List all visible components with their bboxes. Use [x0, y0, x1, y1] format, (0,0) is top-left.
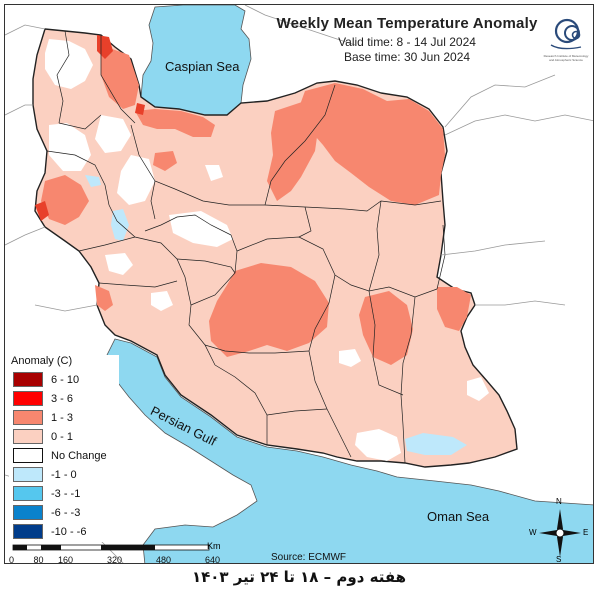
legend-item: No Change	[9, 447, 119, 464]
compass-w: W	[529, 528, 537, 537]
legend-label: -1 - 0	[51, 468, 77, 481]
persian-caption: هفته دوم – ۱۸ تا ۲۴ تیر ۱۴۰۳	[191, 568, 407, 586]
scale-bar: Km 0 80 160 320 480 640	[9, 541, 226, 564]
scale-ticks: 0 80 160 320 480 640	[9, 555, 226, 564]
legend-label: 6 - 10	[51, 373, 80, 386]
map-frame: Weekly Mean Temperature Anomaly Valid ti…	[4, 4, 594, 564]
oman-sea-label: Oman Sea	[427, 509, 490, 524]
legend-item: -3 - -1	[9, 485, 119, 502]
legend-item: -6 - -3	[9, 504, 119, 521]
legend-label: -6 - -3	[51, 506, 81, 519]
scale-tick-label: 160	[58, 555, 74, 564]
legend-item: 6 - 10	[9, 371, 119, 388]
anomaly-neg-1-0-regions	[85, 175, 467, 455]
legend-swatch	[13, 391, 43, 406]
legend-swatch	[13, 372, 43, 387]
legend-item: 3 - 6	[9, 390, 119, 407]
legend: Anomaly (C) 6 - 10 3 - 6 1 - 3 0 - 1 No Chan…	[9, 355, 119, 542]
base-time: Base time: 30 Jun 2024	[343, 50, 471, 64]
legend-item: 1 - 3	[9, 409, 119, 426]
compass-icon	[539, 509, 581, 557]
caspian-sea-label: Caspian Sea	[165, 59, 240, 74]
scale-bar-graphic	[12, 544, 210, 551]
scale-tick-label: 640	[205, 555, 221, 564]
legend-label: 1 - 3	[51, 411, 74, 424]
compass-n: N	[556, 497, 562, 506]
map-title: Weekly Mean Temperature Anomaly	[276, 15, 538, 32]
legend-item: -10 - -6	[9, 523, 119, 540]
legend-label: -10 - -6	[51, 525, 87, 538]
logo-text: Research Institute of Meteorology and At…	[543, 54, 589, 62]
legend-swatch	[13, 410, 43, 425]
logo-icon	[550, 18, 582, 50]
scale-tick-label: 80	[33, 555, 44, 564]
legend-swatch	[13, 505, 43, 520]
compass-s: S	[556, 555, 562, 564]
legend-swatch	[13, 524, 43, 539]
persian-gulf-oman-sea	[104, 338, 593, 563]
compass-e: E	[583, 528, 589, 537]
compass-rose: N S W E	[529, 497, 589, 564]
map-title-block: Weekly Mean Temperature Anomaly Valid ti…	[267, 15, 547, 64]
scale-unit: Km	[207, 541, 221, 551]
legend-label: 3 - 6	[51, 392, 74, 405]
legend-swatch	[13, 486, 43, 501]
legend-label: 0 - 1	[51, 430, 74, 443]
legend-item: -1 - 0	[9, 466, 119, 483]
valid-time: Valid time: 8 - 14 Jul 2024	[338, 35, 476, 49]
scale-tick-label: 320	[107, 555, 123, 564]
scale-tick-label: 480	[156, 555, 172, 564]
legend-rows: 6 - 10 3 - 6 1 - 3 0 - 1 No Change -1 - 0 -3 -…	[9, 371, 119, 540]
legend-item: 0 - 1	[9, 428, 119, 445]
scale-tick-label: 0	[9, 555, 15, 564]
legend-swatch	[13, 448, 43, 463]
province-borders	[46, 30, 446, 464]
source-label: Source: ECMWF	[271, 552, 347, 563]
legend-swatch	[13, 467, 43, 482]
legend-label: -3 - -1	[51, 487, 81, 500]
institute-logo: Research Institute of Meteorology and At…	[541, 17, 591, 73]
legend-swatch	[13, 429, 43, 444]
legend-label: No Change	[51, 449, 107, 462]
legend-title: Anomaly (C)	[11, 355, 73, 367]
